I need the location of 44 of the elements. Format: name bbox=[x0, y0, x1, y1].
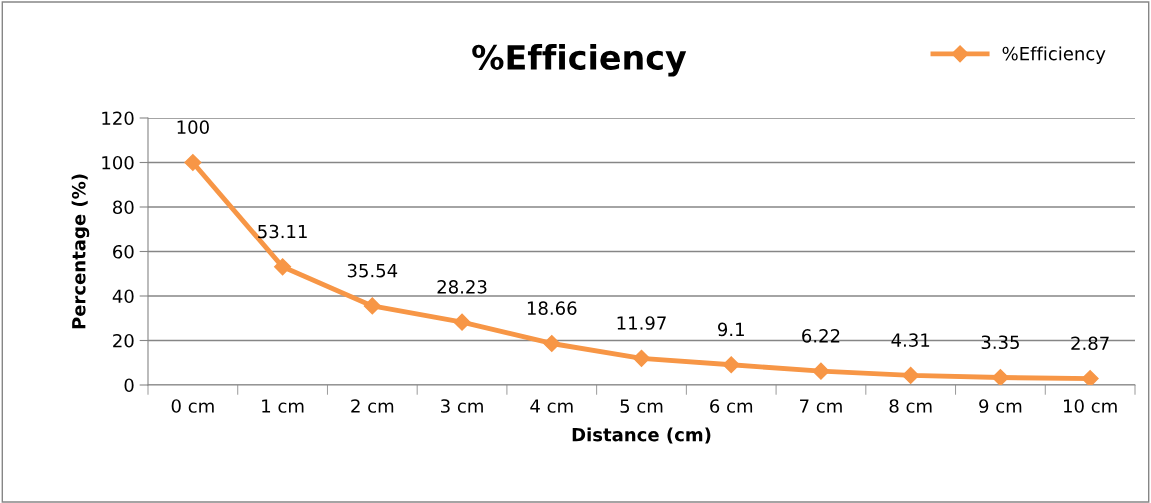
point bbox=[1081, 370, 1099, 385]
y-tick-label: 100 bbox=[102, 155, 134, 170]
x-tick-label: 7 cm bbox=[800, 399, 842, 413]
x-axis-title: Distance (cm) bbox=[572, 427, 711, 444]
x-tick-label: 8 cm bbox=[889, 399, 932, 413]
y-tick-label: 60 bbox=[113, 244, 134, 259]
y-tick-label: 0 bbox=[124, 378, 134, 393]
legend-label: %Efficiency bbox=[1002, 46, 1106, 64]
y-tick-label: 80 bbox=[113, 200, 134, 215]
x-tick-label: 1 cm bbox=[262, 399, 304, 413]
x-tick-label: 2 cm bbox=[351, 399, 394, 413]
point bbox=[274, 258, 292, 276]
data-label: 35.54 bbox=[347, 263, 398, 278]
data-label: 100 bbox=[177, 120, 209, 134]
data-label: 9.1 bbox=[718, 322, 744, 337]
data-label: 53.11 bbox=[258, 224, 307, 239]
y-tick-label: 40 bbox=[112, 289, 134, 304]
point bbox=[543, 334, 561, 353]
data-label: 28.23 bbox=[437, 280, 487, 294]
x-tick-label: 3 cm bbox=[441, 399, 483, 413]
x-tick-label: 9 cm bbox=[979, 399, 1022, 413]
chart-title: %Efficiency bbox=[472, 44, 687, 77]
x-tick-label: 10 cm bbox=[1064, 399, 1117, 413]
point bbox=[902, 366, 920, 384]
data-label: 3.35 bbox=[981, 335, 1019, 350]
data-label: 6.22 bbox=[802, 329, 840, 343]
data-label: 18.66 bbox=[527, 301, 577, 315]
x-tick-label: 5 cm bbox=[620, 399, 663, 413]
y-tick-label: 20 bbox=[113, 333, 134, 348]
data-label: 4.31 bbox=[891, 333, 930, 347]
point bbox=[991, 368, 1009, 385]
point bbox=[722, 356, 740, 374]
point bbox=[363, 297, 381, 315]
point bbox=[812, 362, 830, 380]
x-tick-label: 4 cm bbox=[530, 399, 573, 413]
point bbox=[632, 349, 651, 367]
point bbox=[453, 313, 471, 331]
y-axis-title: Percentage (%) bbox=[71, 174, 90, 329]
x-tick-label: 6 cm bbox=[710, 399, 753, 413]
x-tick-label: 0 cm bbox=[171, 399, 214, 413]
data-label: 2.87 bbox=[1071, 336, 1109, 351]
data-label: 11.97 bbox=[617, 316, 666, 330]
point bbox=[184, 153, 202, 172]
y-tick-label: 120 bbox=[102, 111, 134, 126]
